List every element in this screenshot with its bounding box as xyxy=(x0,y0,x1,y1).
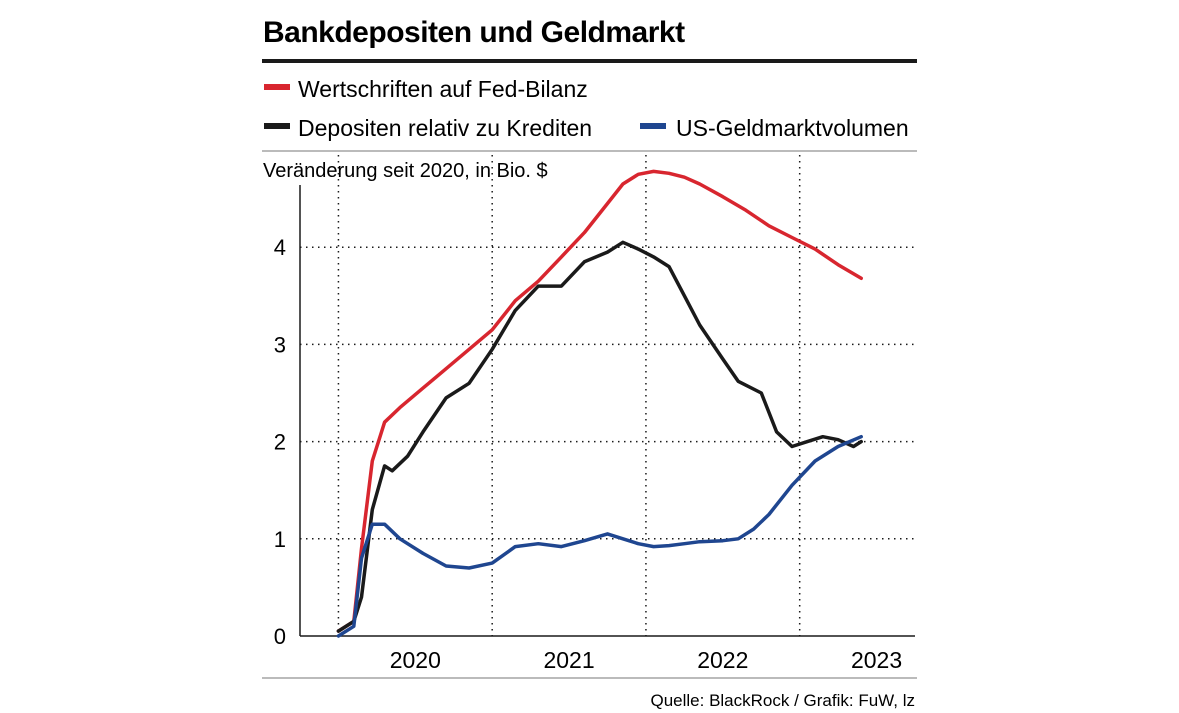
legend-label-fed: Wertschriften auf Fed-Bilanz xyxy=(298,76,588,102)
x-tick-label: 2023 xyxy=(851,647,902,673)
x-tick-label: 2020 xyxy=(390,647,441,673)
grid xyxy=(299,155,915,637)
title-rule xyxy=(262,59,917,63)
chart-subtitle: Veränderung seit 2020, in Bio. $ xyxy=(263,160,548,182)
x-tick-label: 2021 xyxy=(543,647,594,673)
legend-label-deposits: Depositen relativ zu Krediten xyxy=(298,115,592,141)
legend-label-moneymarket: US-Geldmarktvolumen xyxy=(676,115,909,141)
legend-item-moneymarket: US-Geldmarktvolumen xyxy=(640,115,909,141)
series-line-2 xyxy=(336,240,863,633)
y-tick-label: 1 xyxy=(274,527,286,552)
y-axis: 0 1 2 3 4 xyxy=(274,235,286,649)
series-line-3 xyxy=(336,434,863,638)
chart-title: Bankdepositen und Geldmarkt xyxy=(263,16,685,49)
legend-swatch-fed xyxy=(264,84,290,90)
y-tick-label: 2 xyxy=(274,430,286,455)
legend: Wertschriften auf Fed-Bilanz Depositen r… xyxy=(264,76,909,141)
x-tick-label: 2022 xyxy=(697,647,748,673)
y-tick-label: 0 xyxy=(274,624,286,649)
legend-item-deposits: Depositen relativ zu Krediten xyxy=(264,115,592,141)
plot-lines xyxy=(336,169,863,638)
legend-swatch-moneymarket xyxy=(640,123,666,129)
y-tick-label: 4 xyxy=(274,235,286,260)
source-note: Quelle: BlackRock / Grafik: FuW, lz xyxy=(650,691,915,710)
legend-swatch-deposits xyxy=(264,123,290,129)
y-tick-label: 3 xyxy=(274,332,286,357)
series-line-1 xyxy=(336,169,863,633)
legend-item-fed: Wertschriften auf Fed-Bilanz xyxy=(264,76,588,102)
x-axis: 2020 2021 2022 2023 xyxy=(390,647,902,673)
